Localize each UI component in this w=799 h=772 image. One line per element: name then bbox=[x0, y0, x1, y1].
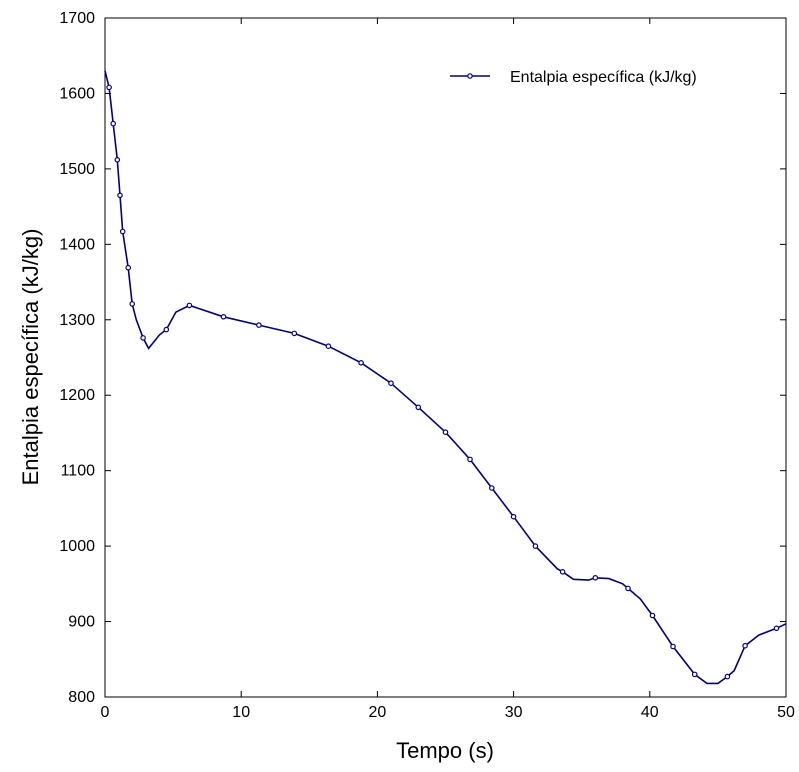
y-tick-label: 900 bbox=[68, 614, 95, 631]
axis-tick-labels: 0 10 20 30 40 50 800 900 1000 1100 1200 1300 1400 150… bbox=[59, 10, 795, 721]
data-point bbox=[125, 264, 132, 271]
legend-label: Entalpia específica (kJ/kg) bbox=[510, 69, 697, 86]
y-axis-title: Entalpia específica (kJ/kg) bbox=[18, 229, 43, 486]
data-point bbox=[106, 84, 112, 91]
legend: Entalpia específica (kJ/kg) bbox=[450, 69, 697, 86]
data-point bbox=[442, 429, 449, 436]
y-tick-label: 1000 bbox=[59, 538, 95, 555]
x-tick-label: 50 bbox=[777, 704, 795, 721]
data-point bbox=[773, 625, 780, 632]
data-point bbox=[724, 673, 731, 680]
data-point bbox=[467, 456, 473, 463]
data-point bbox=[117, 192, 123, 199]
y-tick-label: 1200 bbox=[59, 387, 95, 404]
data-point bbox=[649, 612, 656, 619]
data-point bbox=[388, 380, 394, 387]
data-point bbox=[110, 120, 117, 127]
series-markers bbox=[106, 84, 780, 680]
y-tick-label: 1600 bbox=[59, 85, 95, 102]
legend-marker bbox=[467, 73, 473, 79]
data-point bbox=[625, 585, 631, 592]
x-tick-label: 0 bbox=[101, 704, 110, 721]
y-tick-label: 1100 bbox=[61, 463, 96, 480]
x-tick-label: 30 bbox=[505, 704, 523, 721]
data-point bbox=[140, 335, 146, 341]
x-tick-label: 10 bbox=[232, 704, 250, 721]
data-point bbox=[742, 642, 748, 649]
data-point bbox=[186, 302, 193, 309]
data-point bbox=[670, 643, 676, 650]
series-line-enthalpy bbox=[104, 70, 787, 685]
data-point bbox=[592, 574, 599, 581]
data-point bbox=[220, 313, 227, 320]
data-point bbox=[129, 301, 136, 307]
data-point bbox=[358, 359, 364, 366]
plot-frame bbox=[104, 17, 787, 698]
y-tick-label: 1400 bbox=[59, 236, 95, 253]
data-point bbox=[532, 543, 539, 549]
data-point bbox=[256, 322, 262, 328]
data-point bbox=[415, 404, 422, 411]
data-point bbox=[114, 157, 121, 163]
y-tick-label: 1500 bbox=[59, 161, 95, 178]
data-point bbox=[510, 513, 517, 520]
axis-ticks bbox=[104, 17, 787, 698]
data-point bbox=[325, 343, 332, 350]
y-tick-label: 1300 bbox=[59, 312, 95, 329]
data-point bbox=[163, 326, 170, 333]
data-point bbox=[691, 671, 698, 678]
x-axis-title: Tempo (s) bbox=[396, 738, 494, 763]
x-tick-label: 40 bbox=[641, 704, 659, 721]
data-point bbox=[119, 228, 126, 235]
data-point bbox=[291, 330, 298, 337]
data-point bbox=[559, 568, 566, 575]
data-point bbox=[488, 485, 495, 491]
y-tick-label: 800 bbox=[68, 689, 95, 706]
y-tick-label: 1700 bbox=[59, 10, 95, 27]
x-tick-label: 20 bbox=[369, 704, 387, 721]
